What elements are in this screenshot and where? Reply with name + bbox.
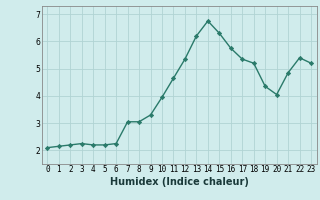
X-axis label: Humidex (Indice chaleur): Humidex (Indice chaleur)	[110, 177, 249, 187]
